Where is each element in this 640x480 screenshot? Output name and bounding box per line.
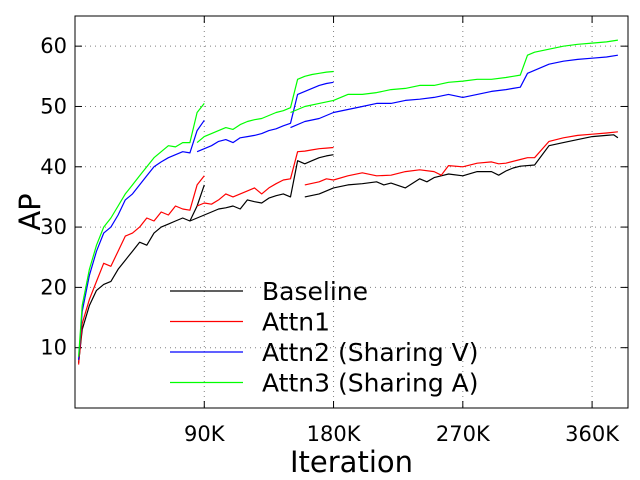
x-tick-label: 360K [565, 422, 620, 446]
series-line-2 [304, 131, 618, 186]
legend-label: Attn2 (Sharing V) [262, 338, 479, 367]
series-lines [78, 39, 619, 365]
grid [75, 16, 628, 408]
y-axis-label: AP [13, 193, 47, 230]
y-tick-label: 40 [40, 155, 67, 179]
x-tick-label: 90K [184, 422, 226, 446]
series-line-3 [78, 119, 205, 360]
plot-frame [74, 15, 629, 409]
series-line-3 [290, 54, 618, 129]
x-axis-label: Iteration [290, 445, 413, 479]
y-tick-label: 60 [40, 34, 67, 58]
series-line-1 [304, 134, 619, 198]
series-line-1 [78, 184, 205, 363]
series-line-2 [78, 175, 205, 365]
series-line-4 [290, 39, 618, 114]
series-line-4 [78, 103, 205, 357]
axis-ticks: 10 20 30 40 50 60 90K 180K 270K 360K [40, 16, 628, 446]
legend-label: Baseline [262, 277, 368, 306]
y-tick-label: 20 [40, 275, 67, 299]
y-tick-label: 10 [40, 336, 67, 360]
x-tick-label: 270K [436, 422, 491, 446]
series-line-1 [189, 154, 334, 222]
series-line-2 [196, 146, 334, 207]
y-tick-label: 30 [40, 215, 67, 239]
legend-label: Attn3 (Sharing A) [262, 369, 479, 398]
y-tick-label: 50 [40, 94, 67, 118]
x-tick-label: 180K [307, 422, 362, 446]
series-line-3 [196, 81, 334, 153]
legend-label: Attn1 [262, 308, 330, 337]
series-line-4 [196, 70, 334, 144]
